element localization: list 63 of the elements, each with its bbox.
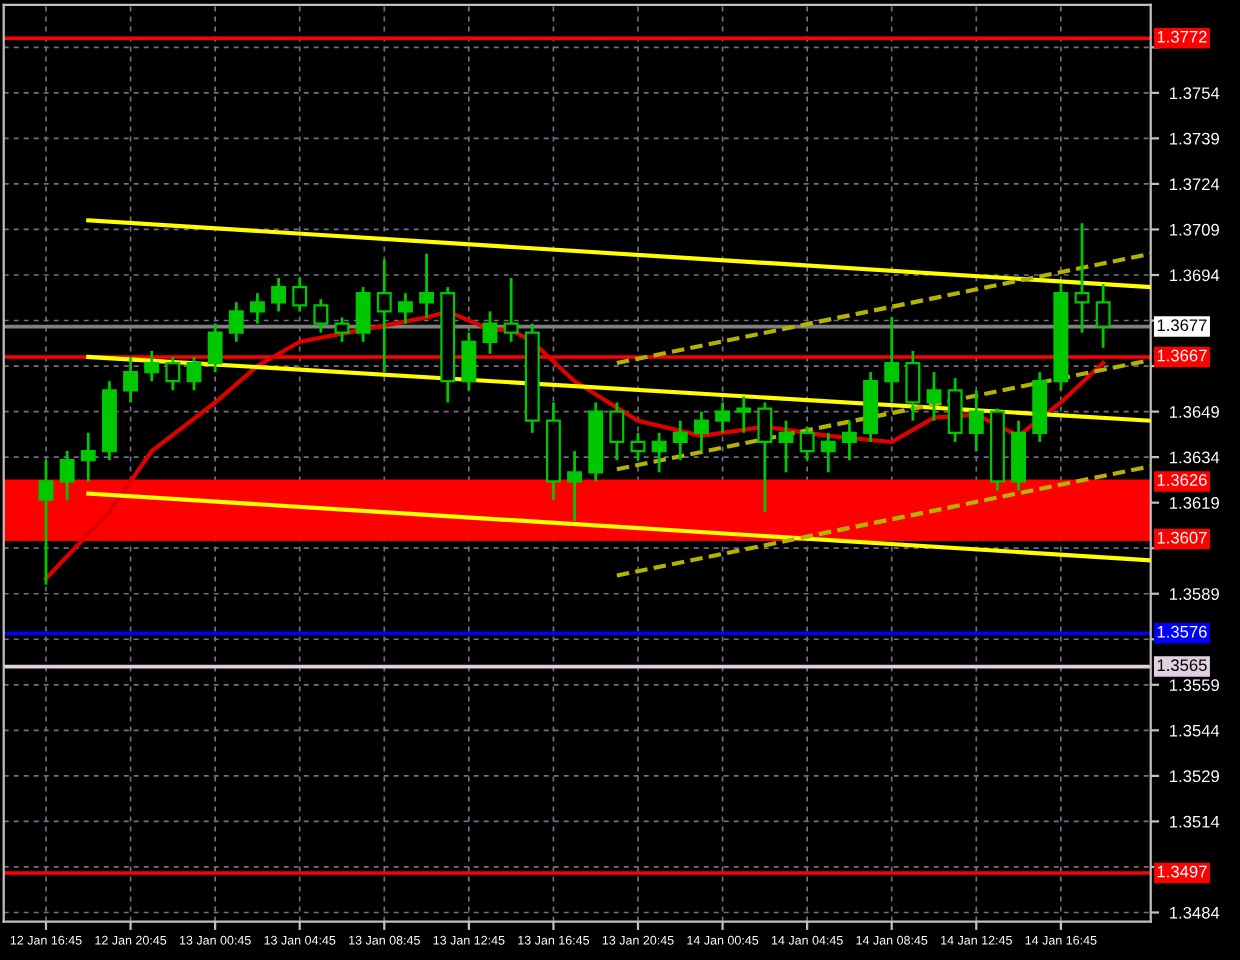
y-tick-label: 1.3484 bbox=[1170, 906, 1220, 919]
candlestick bbox=[884, 316, 900, 404]
candlestick bbox=[905, 349, 921, 423]
candlestick bbox=[292, 276, 308, 313]
candlestick bbox=[799, 425, 815, 462]
candlestick bbox=[80, 431, 96, 483]
candlestick bbox=[482, 310, 498, 356]
candlestick bbox=[38, 458, 54, 587]
y-tick-label: 1.3544 bbox=[1170, 724, 1220, 737]
candlestick bbox=[820, 431, 836, 474]
candlestick bbox=[461, 331, 477, 392]
candlestick bbox=[355, 285, 371, 344]
candlestick bbox=[693, 410, 709, 453]
candlestick bbox=[947, 376, 963, 444]
candlestick bbox=[672, 419, 688, 462]
candlestick bbox=[841, 419, 857, 462]
candlestick bbox=[1074, 221, 1090, 335]
y-tick-label: 1.3724 bbox=[1170, 178, 1220, 191]
candlestick bbox=[736, 395, 752, 435]
candlestick bbox=[968, 388, 984, 453]
candlestick bbox=[609, 401, 625, 462]
y-tick-label: 1.3514 bbox=[1170, 815, 1220, 828]
ref-line-label: 1.3565 bbox=[1157, 659, 1207, 672]
candlestick bbox=[419, 252, 435, 319]
candlestick bbox=[123, 355, 139, 404]
y-tick-label: 1.3589 bbox=[1170, 588, 1219, 600]
y-tick-label: 1.3634 bbox=[1170, 451, 1220, 464]
candlestick bbox=[757, 401, 773, 514]
y-tick-label: 1.3709 bbox=[1170, 223, 1219, 236]
candlestick bbox=[144, 349, 160, 383]
y-tick-label: 1.3559 bbox=[1170, 679, 1219, 692]
candlestick bbox=[313, 297, 329, 335]
candlestick bbox=[778, 419, 794, 474]
candlestick bbox=[397, 291, 413, 325]
candlestick bbox=[376, 258, 392, 374]
candlestick bbox=[651, 431, 667, 474]
y-tick-label: 1.3754 bbox=[1170, 87, 1220, 100]
ref-line-label: 1.3626 bbox=[1157, 474, 1207, 486]
ref-line-label: 1.3497 bbox=[1157, 865, 1207, 878]
candlestick bbox=[165, 355, 181, 392]
candlestick bbox=[503, 276, 519, 344]
candlestick bbox=[567, 449, 583, 523]
y-tick-label: 1.3649 bbox=[1170, 405, 1219, 418]
y-tick-label: 1.3529 bbox=[1170, 770, 1219, 783]
candlestick bbox=[186, 355, 202, 392]
candlestick bbox=[59, 449, 75, 502]
candlestick bbox=[715, 401, 731, 435]
candlestick bbox=[271, 276, 287, 313]
ref-line-label: 1.3607 bbox=[1157, 531, 1207, 544]
candlestick bbox=[1095, 282, 1111, 350]
candlestick bbox=[249, 291, 265, 325]
y-tick-label: 1.3739 bbox=[1170, 132, 1219, 145]
ref-line-label: 1.3772 bbox=[1157, 30, 1207, 43]
candlestick bbox=[228, 300, 244, 344]
candlestick bbox=[926, 370, 942, 423]
candlestick bbox=[207, 322, 223, 374]
candlestick bbox=[334, 316, 350, 344]
candlestick bbox=[630, 431, 646, 462]
ref-line-label: 1.3667 bbox=[1157, 349, 1207, 362]
ref-line-label: 1.3576 bbox=[1157, 625, 1207, 638]
y-tick-label: 1.3619 bbox=[1170, 497, 1219, 509]
y-tick-label: 1.3694 bbox=[1170, 269, 1220, 282]
ref-line-label: 1.3677 bbox=[1157, 319, 1207, 332]
